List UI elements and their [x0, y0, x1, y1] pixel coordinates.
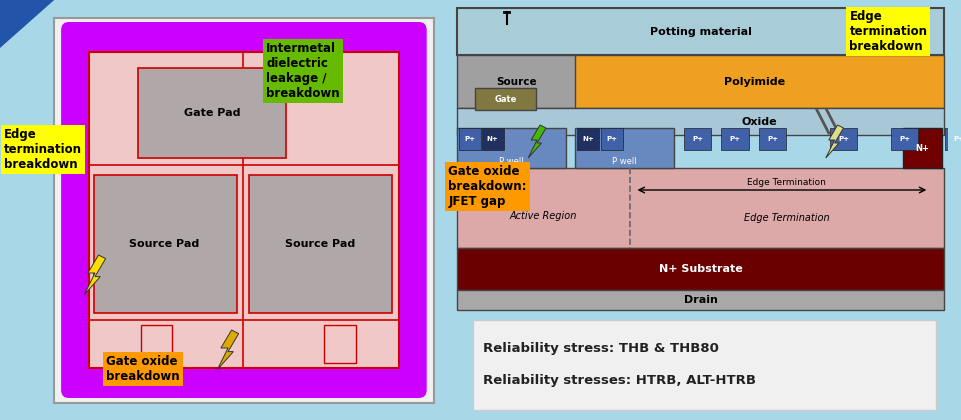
Text: P+: P+ — [692, 136, 702, 142]
Text: P+: P+ — [766, 136, 777, 142]
Text: Gate oxide
breakdown:
JFET gap: Gate oxide breakdown: JFET gap — [448, 165, 527, 208]
Bar — [890, 128, 918, 150]
Bar — [828, 128, 856, 150]
Text: Edge
termination
breakdown: Edge termination breakdown — [849, 10, 926, 53]
Text: P+: P+ — [605, 136, 617, 142]
Bar — [249, 175, 392, 313]
Text: Source Pad: Source Pad — [130, 239, 200, 249]
Text: P+: P+ — [899, 136, 909, 142]
Polygon shape — [825, 125, 843, 158]
Text: Gate Pad: Gate Pad — [184, 108, 240, 118]
Bar — [901, 128, 941, 168]
Bar — [456, 55, 575, 108]
Text: N+ Substrate: N+ Substrate — [658, 264, 742, 274]
Text: N+: N+ — [581, 136, 594, 142]
Bar — [475, 88, 535, 110]
Text: Gate oxide
breakdown: Gate oxide breakdown — [107, 355, 180, 383]
Bar — [88, 52, 399, 368]
Bar — [456, 248, 943, 290]
Text: P well: P well — [612, 157, 636, 165]
Polygon shape — [85, 255, 106, 294]
Bar — [324, 325, 356, 363]
Text: Source: Source — [496, 76, 536, 87]
Text: Intermetal
dielectric
leakage /
breakdown: Intermetal dielectric leakage / breakdow… — [266, 42, 339, 100]
Bar — [944, 128, 961, 150]
Polygon shape — [217, 330, 238, 370]
Text: Source Pad: Source Pad — [284, 239, 355, 249]
Text: Reliability stresses: HTRB, ALT-HTRB: Reliability stresses: HTRB, ALT-HTRB — [482, 373, 755, 386]
Bar — [456, 8, 943, 55]
Bar — [137, 68, 285, 158]
Text: N⁻ drift: N⁻ drift — [484, 188, 528, 198]
Bar — [481, 128, 503, 150]
Text: Edge Termination: Edge Termination — [743, 213, 828, 223]
Bar — [93, 175, 236, 313]
Bar — [601, 128, 622, 150]
Bar — [140, 325, 172, 363]
Bar — [683, 128, 711, 150]
Bar — [456, 168, 943, 248]
Polygon shape — [528, 125, 545, 158]
Bar — [456, 128, 565, 168]
Text: Oxide: Oxide — [741, 116, 776, 126]
Text: Edge
termination
breakdown: Edge termination breakdown — [4, 128, 82, 171]
Polygon shape — [0, 0, 54, 48]
Text: N+: N+ — [915, 144, 928, 152]
Text: P+: P+ — [837, 136, 849, 142]
Bar — [575, 128, 674, 168]
Bar — [54, 18, 433, 403]
Text: P+: P+ — [728, 136, 740, 142]
Bar — [721, 128, 749, 150]
Bar — [456, 108, 943, 135]
Bar — [577, 128, 599, 150]
Text: Gate: Gate — [494, 94, 516, 103]
Text: Active Region: Active Region — [509, 211, 577, 221]
Text: Reliability stress: THB & THB80: Reliability stress: THB & THB80 — [482, 341, 718, 354]
Bar — [456, 290, 943, 310]
Text: P+: P+ — [952, 136, 961, 142]
Text: N+: N+ — [486, 136, 498, 142]
Text: P well: P well — [499, 157, 523, 165]
Bar — [758, 128, 785, 150]
Text: Edge Termination: Edge Termination — [747, 178, 825, 186]
Text: Drain: Drain — [683, 295, 717, 305]
Text: Polyimide: Polyimide — [724, 76, 784, 87]
Bar — [473, 320, 935, 410]
Text: Potting material: Potting material — [649, 26, 751, 37]
FancyBboxPatch shape — [62, 22, 427, 398]
Bar — [565, 55, 943, 108]
Bar — [458, 128, 480, 150]
Text: P+: P+ — [464, 136, 475, 142]
